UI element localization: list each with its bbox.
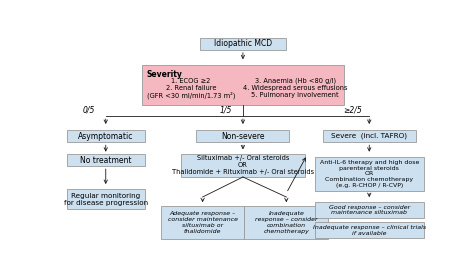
FancyBboxPatch shape (67, 130, 145, 142)
FancyBboxPatch shape (315, 157, 423, 191)
Text: No treatment: No treatment (80, 156, 131, 164)
Text: Inadequate response – clinical trials
if available: Inadequate response – clinical trials if… (313, 225, 426, 235)
Text: Inadequate
response – consider
combination
chemotherapy: Inadequate response – consider combinati… (255, 211, 318, 234)
Text: Siltuximab +/- Oral steroids
OR
Thalidomide + Rituximab +/- Oral steroids: Siltuximab +/- Oral steroids OR Thalidom… (172, 155, 314, 175)
FancyBboxPatch shape (67, 154, 145, 166)
Text: 3. Anaemia (Hb <80 g/l)
4. Widespread serous effusions
5. Pulmonary involvement: 3. Anaemia (Hb <80 g/l) 4. Widespread se… (243, 78, 347, 98)
FancyBboxPatch shape (142, 65, 344, 105)
Text: Regular monitoring
for disease progression: Regular monitoring for disease progressi… (64, 193, 148, 206)
FancyBboxPatch shape (181, 154, 305, 177)
Text: Adequate response –
consider maintenance
siltuximab or
thalidomide: Adequate response – consider maintenance… (168, 211, 237, 234)
FancyBboxPatch shape (323, 130, 416, 142)
Text: Good response – consider
maintenance siltuximab: Good response – consider maintenance sil… (328, 205, 410, 216)
Text: 0/5: 0/5 (82, 106, 95, 114)
FancyBboxPatch shape (315, 222, 423, 238)
FancyBboxPatch shape (315, 202, 423, 218)
Text: Asymptomatic: Asymptomatic (78, 132, 134, 141)
Text: Idiopathic MCD: Idiopathic MCD (214, 39, 272, 48)
Text: Severity: Severity (147, 70, 182, 79)
FancyBboxPatch shape (201, 38, 285, 50)
FancyBboxPatch shape (196, 130, 290, 142)
FancyBboxPatch shape (245, 206, 328, 239)
Text: Anti-IL-6 therapy and high dose
parenteral steroids
OR
Combination chemotherapy
: Anti-IL-6 therapy and high dose parenter… (319, 160, 419, 188)
FancyBboxPatch shape (67, 189, 145, 209)
Text: ≥2/5: ≥2/5 (343, 106, 362, 114)
Text: 1. ECOG ≥2
2. Renal failure
(GFR <30 ml/min/1.73 m²): 1. ECOG ≥2 2. Renal failure (GFR <30 ml/… (147, 78, 235, 99)
Text: Non-severe: Non-severe (221, 132, 264, 141)
Text: 1/5: 1/5 (219, 106, 232, 114)
FancyBboxPatch shape (161, 206, 245, 239)
Text: Severe  (incl. TAFRO): Severe (incl. TAFRO) (331, 133, 407, 139)
